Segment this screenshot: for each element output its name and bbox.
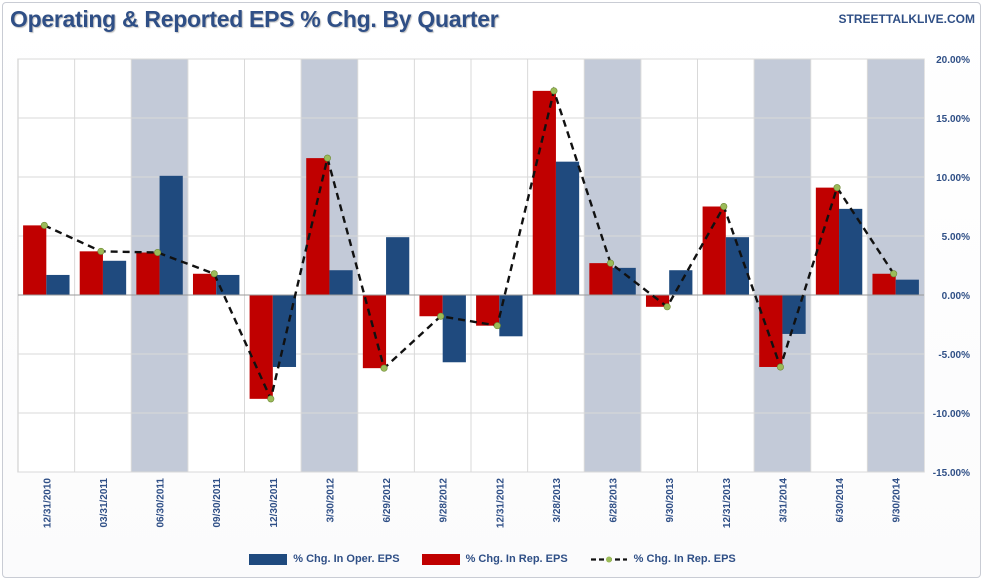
line-marker: [40, 221, 48, 229]
x-tick-label: 12/31/2012: [495, 478, 506, 528]
legend-swatch-rep: [421, 553, 460, 565]
legend-label-rep: % Chg. In Rep. EPS: [465, 553, 568, 565]
source-label: STREETTALKLIVE.COM: [838, 12, 975, 26]
x-tick-label: 03/31/2011: [99, 478, 110, 528]
bar-oper-eps: [839, 208, 863, 295]
y-tick-label: -10.00%: [933, 409, 970, 420]
x-tick-label: 6/29/2012: [382, 478, 393, 523]
bar-oper-eps: [555, 161, 580, 295]
legend-item-rep-line: % Chg. In Rep. EPS: [590, 549, 736, 569]
bar-rep-eps: [79, 251, 103, 295]
line-marker: [437, 312, 445, 320]
line-marker: [154, 249, 162, 257]
line-marker: [550, 87, 558, 95]
legend-item-oper: % Chg. In Oper. EPS: [249, 549, 400, 569]
bar-rep-eps: [249, 295, 273, 399]
line-marker: [607, 259, 615, 267]
shaded-band: [867, 59, 924, 472]
bar-rep-eps: [702, 206, 726, 295]
bar-rep-eps: [589, 263, 613, 295]
y-tick-label: 15.00%: [936, 114, 970, 125]
bar-oper-eps: [612, 267, 636, 295]
bar-oper-eps: [782, 295, 806, 334]
x-tick-label: 3/30/2012: [325, 478, 336, 523]
bar-rep-eps: [532, 90, 556, 295]
x-tick-label: 06/30/2011: [156, 478, 167, 528]
bar-oper-eps: [272, 295, 297, 367]
line-rep-eps: [43, 86, 895, 403]
bar-rep-eps: [759, 295, 783, 367]
chart-title: Operating & Reported EPS % Chg. By Quart…: [10, 6, 499, 32]
bar-rep-eps: [362, 295, 387, 369]
x-tick-label: 12/31/2010: [42, 478, 53, 528]
bar-oper-eps: [442, 295, 466, 363]
x-tick-label: 6/30/2014: [835, 478, 846, 523]
x-tick-label: 3/31/2014: [778, 478, 789, 523]
line-marker: [663, 303, 671, 311]
legend-swatch-oper: [249, 553, 288, 565]
y-tick-label: 5.00%: [942, 232, 970, 243]
chart-legend: % Chg. In Oper. EPS % Chg. In Rep. EPS %…: [0, 549, 985, 569]
bar-rep-eps: [136, 252, 160, 295]
bar-oper-eps: [46, 274, 70, 295]
y-tick-label: 0.00%: [942, 291, 970, 302]
line-marker: [833, 184, 841, 192]
bar-rep-eps: [306, 158, 330, 295]
x-tick-label: 12/31/2013: [722, 478, 733, 528]
legend-label-oper: % Chg. In Oper. EPS: [293, 553, 400, 565]
line-marker: [267, 395, 275, 403]
x-tick-label: 12/30/2011: [269, 478, 280, 528]
line-marker: [720, 203, 728, 211]
line-marker: [97, 247, 105, 255]
y-tick-label: 20.00%: [936, 55, 970, 66]
bar-rep-eps: [815, 187, 840, 295]
line-marker: [210, 270, 218, 278]
bar-oper-eps: [895, 279, 919, 295]
bar-rep-eps: [419, 295, 443, 317]
bar-rep-eps: [23, 225, 47, 295]
line-marker: [323, 154, 331, 162]
bar-oper-eps: [159, 175, 183, 295]
x-tick-label: 9/28/2012: [439, 478, 450, 523]
x-tick-label: 9/30/2013: [665, 478, 676, 523]
bar-rep-eps: [872, 273, 896, 295]
y-tick-label: 10.00%: [936, 173, 970, 184]
legend-swatch-rep-line: [590, 556, 627, 562]
line-marker: [890, 270, 898, 278]
x-tick-label: 6/28/2013: [609, 478, 620, 523]
bar-oper-eps: [216, 274, 240, 295]
legend-item-rep: % Chg. In Rep. EPS: [421, 549, 568, 569]
x-tick-label: 3/28/2013: [552, 478, 563, 523]
shaded-band: [754, 59, 811, 472]
legend-label-rep-line: % Chg. In Rep. EPS: [633, 553, 736, 565]
line-marker: [776, 363, 784, 371]
y-tick-label: -5.00%: [938, 350, 970, 361]
x-tick-label: 9/30/2014: [892, 478, 903, 523]
line-marker: [380, 364, 388, 372]
bar-oper-eps: [386, 237, 410, 295]
x-tick-label: 09/30/2011: [212, 478, 223, 528]
bar-oper-eps: [329, 270, 353, 295]
bar-oper-eps: [725, 237, 750, 295]
bar-oper-eps: [102, 260, 127, 295]
line-marker: [493, 322, 501, 330]
bar-oper-eps: [499, 295, 523, 337]
bar-oper-eps: [669, 270, 693, 295]
y-tick-label: -15.00%: [933, 468, 970, 479]
bar-rep-eps: [476, 295, 500, 326]
bar-rep-eps: [192, 273, 217, 295]
